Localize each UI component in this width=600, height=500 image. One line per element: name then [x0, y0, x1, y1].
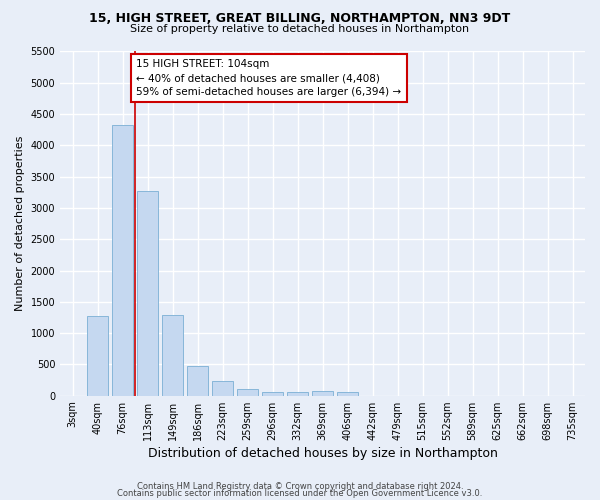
Text: Size of property relative to detached houses in Northampton: Size of property relative to detached ho… — [130, 24, 470, 34]
Text: 15 HIGH STREET: 104sqm
← 40% of detached houses are smaller (4,408)
59% of semi-: 15 HIGH STREET: 104sqm ← 40% of detached… — [136, 59, 401, 97]
Bar — [237, 390, 258, 396]
Bar — [312, 392, 333, 396]
Bar — [262, 392, 283, 396]
Bar — [212, 382, 233, 396]
Bar — [337, 392, 358, 396]
Text: 15, HIGH STREET, GREAT BILLING, NORTHAMPTON, NN3 9DT: 15, HIGH STREET, GREAT BILLING, NORTHAMP… — [89, 12, 511, 26]
Y-axis label: Number of detached properties: Number of detached properties — [15, 136, 25, 312]
X-axis label: Distribution of detached houses by size in Northampton: Distribution of detached houses by size … — [148, 447, 497, 460]
Text: Contains HM Land Registry data © Crown copyright and database right 2024.: Contains HM Land Registry data © Crown c… — [137, 482, 463, 491]
Bar — [162, 315, 183, 396]
Bar — [287, 392, 308, 396]
Bar — [187, 366, 208, 396]
Bar — [137, 191, 158, 396]
Text: Contains public sector information licensed under the Open Government Licence v3: Contains public sector information licen… — [118, 490, 482, 498]
Bar — [87, 316, 108, 396]
Bar — [112, 124, 133, 396]
